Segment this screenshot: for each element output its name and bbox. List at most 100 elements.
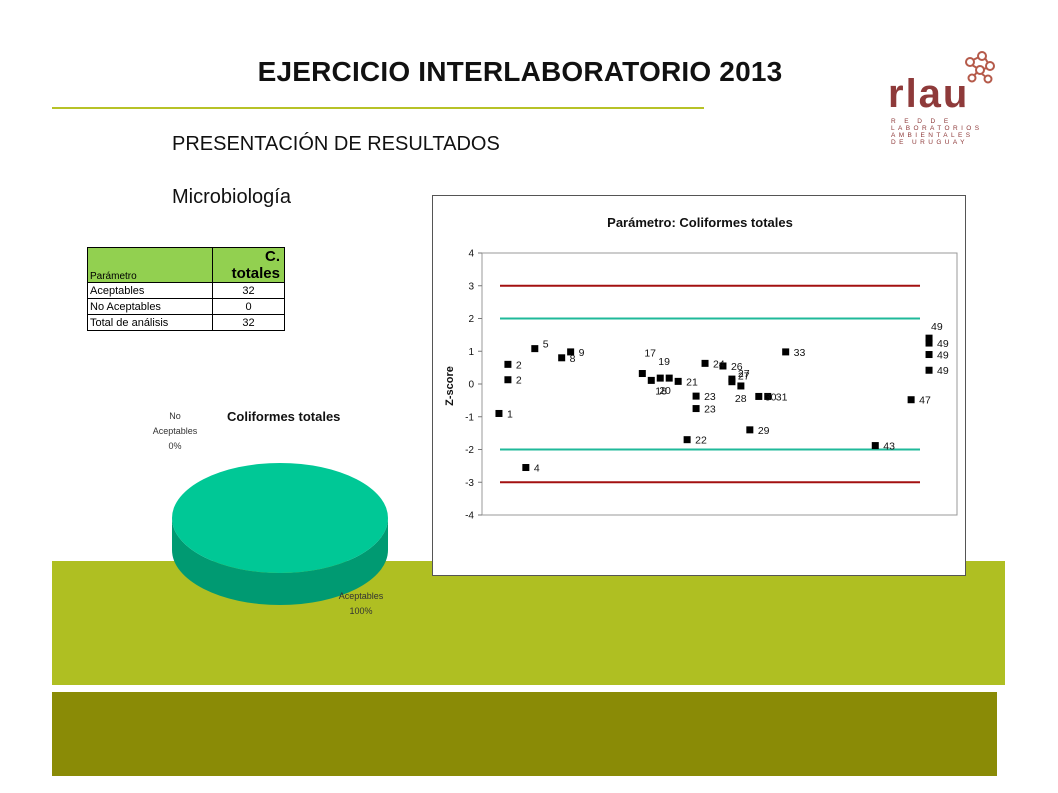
pie-label-aceptables: Aceptables 100% — [326, 589, 396, 619]
y-tick-label: 3 — [468, 281, 474, 292]
data-point — [647, 376, 655, 384]
table-cell-label: No Aceptables — [87, 298, 213, 315]
table-cell-label: Aceptables — [87, 282, 213, 299]
table-cell-value: 32 — [212, 314, 285, 331]
point-label: 49 — [937, 350, 949, 362]
data-point — [522, 464, 530, 472]
table-header-value: C. totales — [212, 247, 285, 283]
point-label: 2 — [516, 359, 522, 371]
point-label: 43 — [883, 441, 895, 453]
point-label: 31 — [776, 391, 788, 403]
data-point — [692, 405, 700, 413]
y-tick-label: 4 — [468, 249, 474, 260]
table-cell-value: 32 — [212, 282, 285, 299]
table-cell-value: 0 — [212, 298, 285, 315]
point-label: 47 — [919, 395, 931, 407]
summary-table: Parámetro C. totales Aceptables 32 No Ac… — [87, 247, 285, 331]
molecule-icon — [965, 51, 995, 84]
title-underline — [52, 107, 704, 109]
point-label: 49 — [931, 321, 943, 333]
slide-title: EJERCICIO INTERLABORATORIO 2013 — [257, 56, 783, 87]
y-tick-label: -4 — [465, 511, 474, 522]
point-label: 4 — [534, 463, 540, 475]
pie-label-no-line2: Aceptables — [152, 426, 198, 436]
section-heading: Microbiología — [172, 186, 291, 208]
pie-label-no-aceptables: No Aceptables 0% — [143, 409, 207, 454]
data-point — [719, 362, 727, 370]
point-label: 23 — [704, 391, 716, 403]
logo-subtext-line1: R E D D E — [891, 118, 952, 125]
table-header-label: Parámetro — [87, 247, 213, 283]
data-point — [925, 351, 933, 359]
data-point — [764, 392, 772, 400]
data-point — [782, 348, 790, 356]
table-row: Aceptables 32 — [87, 282, 285, 299]
data-point — [692, 392, 700, 400]
chart-title: Parámetro: Coliformes totales — [607, 215, 793, 230]
zscore-chart: Parámetro: Coliformes totales -4 -3 -2 -1 0 1 2… — [432, 195, 966, 576]
pie-label-acept-pct: 100% — [349, 606, 373, 616]
data-point — [728, 375, 736, 383]
zscore-chart-svg: Parámetro: Coliformes totales -4 -3 -2 -1 0 1 2… — [444, 215, 958, 522]
data-point — [925, 339, 933, 347]
point-label: 21 — [686, 376, 698, 388]
data-point — [558, 354, 566, 362]
rlau-logo: rlau R E D D E LABORATORIOS AMBIENTALES … — [888, 48, 1008, 146]
point-label: 30 — [765, 391, 777, 403]
point-label: 20 — [659, 385, 671, 397]
pie-slice-aceptables — [172, 463, 388, 573]
y-axis-label: Z-score — [444, 366, 456, 406]
point-label: 9 — [579, 347, 585, 359]
y-tick-label: -3 — [465, 478, 474, 489]
y-tick-label: 0 — [468, 380, 474, 391]
point-label: 1 — [507, 408, 513, 420]
logo-subtext-line4: DE URUGUAY — [891, 139, 968, 146]
point-label: 5 — [543, 339, 549, 351]
point-label: 19 — [658, 356, 670, 368]
logo-subtext-line2: LABORATORIOS — [891, 125, 983, 132]
data-point — [531, 345, 539, 353]
data-point — [925, 334, 933, 342]
point-label: 49 — [937, 365, 949, 377]
point-label: 28 — [735, 393, 747, 405]
logo-wordmark: rlau — [888, 72, 970, 116]
data-point — [504, 360, 512, 368]
y-tick-label: -2 — [465, 445, 474, 456]
pie-label-acept-line1: Aceptables — [338, 591, 384, 601]
plot-area — [481, 252, 958, 516]
data-point — [907, 396, 915, 404]
point-label: 49 — [937, 338, 949, 350]
logo-subtext-line3: AMBIENTALES — [891, 132, 974, 139]
point-label: 24 — [713, 358, 725, 370]
point-label: 18 — [655, 385, 667, 397]
point-label: 17 — [644, 348, 656, 360]
table-cell-label: Total de análisis — [87, 314, 213, 331]
table-row: No Aceptables 0 — [87, 298, 285, 315]
data-point — [495, 409, 503, 417]
pie-slice-aceptables-side — [172, 518, 388, 605]
point-label: 33 — [794, 347, 806, 359]
pie-chart — [172, 463, 388, 605]
y-tick-label: 2 — [468, 314, 474, 325]
data-point — [683, 436, 691, 444]
data-point — [665, 374, 673, 382]
table-row: Total de análisis 32 — [87, 314, 285, 331]
background-band-dark — [52, 692, 997, 776]
data-point — [925, 366, 933, 374]
data-point — [871, 442, 879, 450]
subtitle: PRESENTACIÓN DE RESULTADOS — [172, 133, 500, 155]
point-label: 22 — [695, 435, 707, 447]
table-header-row: Parámetro C. totales — [87, 247, 285, 283]
data-point — [567, 348, 575, 356]
point-label: 27 — [738, 371, 750, 383]
point-label: 8 — [570, 353, 576, 365]
y-tick-label: 1 — [468, 347, 474, 358]
pie-chart-title: Coliformes totales — [227, 409, 341, 424]
point-label: 29 — [758, 425, 770, 437]
data-point — [674, 377, 682, 385]
data-point — [755, 392, 763, 400]
data-point — [656, 374, 664, 382]
data-point — [638, 370, 646, 378]
point-label: 27 — [738, 368, 750, 380]
data-point — [737, 382, 745, 390]
